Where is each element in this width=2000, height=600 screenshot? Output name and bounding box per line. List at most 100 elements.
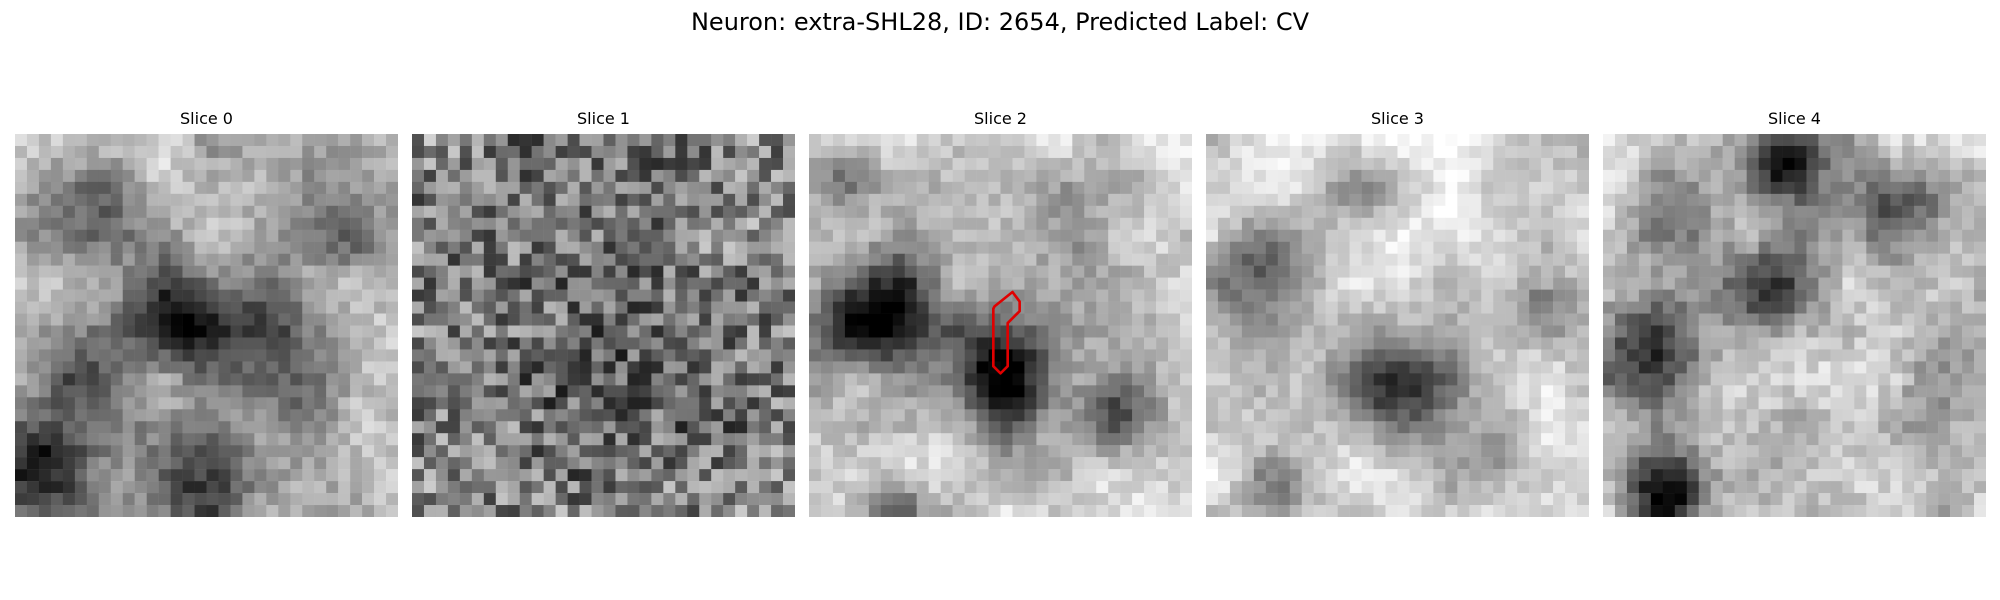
pixel [1048, 349, 1061, 362]
pixel [1108, 181, 1121, 195]
pixel [651, 421, 664, 434]
pixel [591, 229, 604, 242]
pixel [567, 493, 580, 506]
pixel [663, 385, 676, 398]
pixel [1770, 277, 1783, 290]
pixel [663, 134, 676, 147]
pixel [194, 361, 207, 374]
pixel [1638, 217, 1652, 230]
pixel [1782, 217, 1795, 230]
pixel [507, 409, 520, 422]
pixel [1686, 145, 1699, 159]
pixel [1168, 229, 1181, 242]
pixel [1529, 361, 1542, 374]
pixel [651, 349, 664, 362]
pixel [1481, 469, 1494, 482]
pixel [1710, 289, 1723, 302]
pixel [1650, 361, 1664, 374]
pixel [1854, 265, 1867, 278]
pixel [1962, 385, 1975, 398]
pixel [880, 145, 894, 159]
pixel [1048, 337, 1061, 350]
pixel [868, 325, 882, 338]
pixel [1301, 277, 1314, 290]
pixel [1469, 493, 1482, 506]
pixel [1662, 397, 1676, 410]
pixel [110, 505, 123, 517]
pixel [1818, 373, 1831, 386]
pixel [916, 289, 929, 302]
pixel [988, 145, 1001, 159]
pixel [809, 169, 822, 183]
pixel [1024, 301, 1037, 314]
pixel [747, 481, 760, 494]
pixel [856, 361, 870, 374]
pixel [1373, 445, 1386, 458]
pixel [206, 385, 219, 398]
pixel [1890, 205, 1903, 219]
pixel [1144, 145, 1157, 159]
pixel [26, 134, 40, 147]
pixel [1553, 229, 1566, 242]
pixel [1206, 349, 1219, 362]
pixel [1902, 157, 1915, 171]
pixel [1241, 301, 1255, 314]
pixel [1156, 265, 1169, 278]
pixel [38, 397, 52, 410]
pixel [314, 301, 327, 314]
pixel [1168, 241, 1181, 254]
pixel [1902, 265, 1915, 278]
pixel [988, 253, 1001, 266]
pixel [1206, 313, 1219, 326]
pixel [1024, 325, 1037, 338]
pixel [1770, 385, 1783, 398]
pixel [820, 409, 834, 422]
pixel [374, 229, 387, 242]
pixel [1698, 349, 1711, 362]
pixel [495, 181, 508, 195]
pixel [1674, 325, 1688, 338]
pixel [1349, 361, 1362, 374]
pixel [1505, 361, 1518, 374]
pixel [218, 481, 231, 494]
pixel [122, 289, 135, 302]
pixel [868, 205, 882, 219]
pixel [1108, 265, 1121, 278]
pixel [1265, 409, 1279, 422]
pixel [1818, 385, 1831, 398]
pixel [964, 253, 977, 266]
pixel [1421, 505, 1434, 517]
pixel [1024, 457, 1037, 470]
pixel [1914, 289, 1927, 302]
pixel [928, 505, 941, 517]
pixel [1505, 481, 1518, 494]
pixel [747, 361, 760, 374]
pixel [1878, 181, 1891, 195]
pixel [1505, 181, 1518, 195]
pixel [1686, 265, 1699, 278]
pixel [1409, 265, 1422, 278]
pixel [459, 241, 473, 254]
pixel [423, 481, 437, 494]
pixel [1313, 169, 1326, 183]
pixel [1277, 469, 1291, 482]
pixel [1854, 433, 1867, 446]
pixel [50, 253, 64, 266]
pixel [278, 397, 291, 410]
pixel [386, 325, 398, 338]
pixel [170, 205, 183, 219]
pixel [1337, 253, 1350, 266]
pixel [952, 253, 965, 266]
pixel [1603, 301, 1616, 314]
pixel [110, 337, 123, 350]
pixel [1505, 313, 1518, 326]
pixel [86, 277, 100, 290]
pixel [170, 481, 183, 494]
pixel [1878, 337, 1891, 350]
pixel [1108, 313, 1121, 326]
pixel [386, 265, 398, 278]
pixel [98, 493, 111, 506]
pixel [1842, 433, 1855, 446]
pixel [723, 325, 736, 338]
pixel [15, 433, 28, 446]
